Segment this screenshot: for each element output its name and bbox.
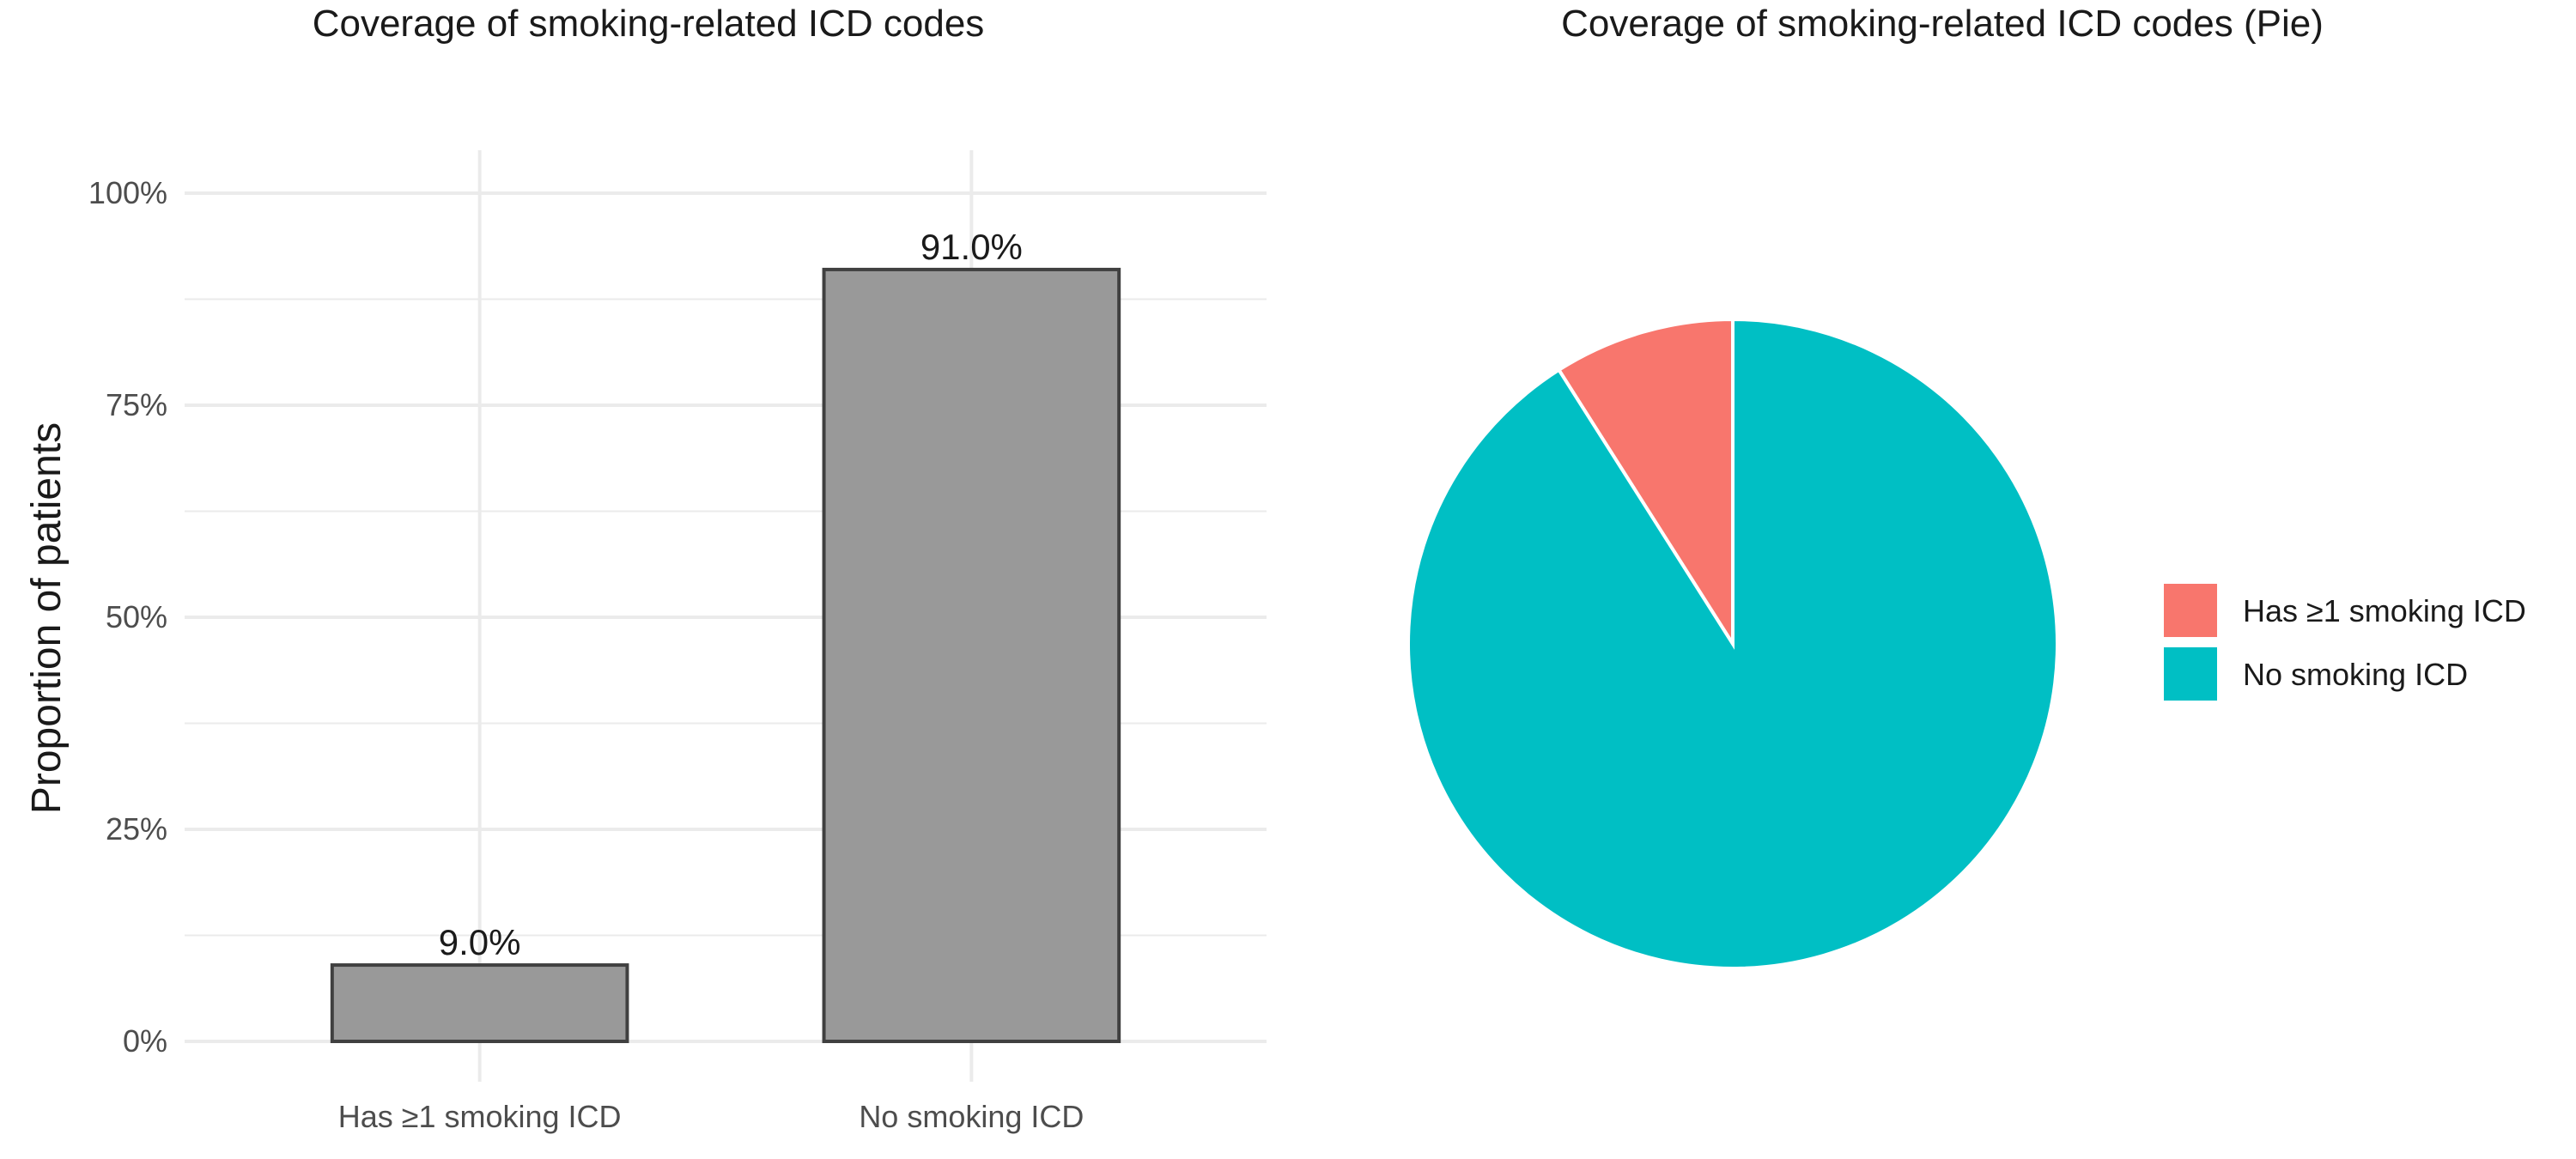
y-tick-label: 50%	[106, 599, 167, 634]
y-tick-label: 100%	[88, 175, 167, 210]
y-tick-label: 75%	[106, 387, 167, 422]
y-tick-label: 0%	[123, 1023, 167, 1059]
y-tick-label: 25%	[106, 811, 167, 846]
x-tick-label: No smoking ICD	[859, 1099, 1084, 1134]
x-axis-ticks: Has ≥1 smoking ICD No smoking ICD	[338, 1099, 1084, 1134]
legend-key	[2164, 584, 2217, 637]
legend-label: No smoking ICD	[2243, 657, 2468, 692]
bars: 9.0% 91.0%	[330, 227, 1121, 1044]
pie-slice	[1406, 317, 2059, 970]
pie-legend: Has ≥1 smoking ICD No smoking ICD	[2164, 584, 2526, 701]
y-axis-ticks: 0% 25% 50% 75% 100%	[88, 175, 167, 1059]
legend-key	[2164, 647, 2217, 701]
pie-slice	[1556, 317, 1735, 650]
bar-chart-title: Coverage of smoking-related ICD codes	[313, 3, 985, 45]
pie-slices	[1406, 317, 2059, 970]
bar	[330, 963, 629, 1043]
x-tick-label: Has ≥1 smoking ICD	[338, 1099, 622, 1134]
bar-value-label: 91.0%	[920, 227, 1023, 267]
bar	[822, 267, 1121, 1044]
y-axis-label: Proportion of patients	[24, 422, 70, 814]
legend-label: Has ≥1 smoking ICD	[2243, 593, 2526, 628]
pie-chart: Coverage of smoking-related ICD codes (P…	[1406, 3, 2526, 970]
bar-value-label: 9.0%	[439, 922, 521, 962]
pie-chart-title: Coverage of smoking-related ICD codes (P…	[1561, 3, 2324, 45]
bar-chart: Coverage of smoking-related ICD codes Pr…	[24, 3, 1267, 1134]
